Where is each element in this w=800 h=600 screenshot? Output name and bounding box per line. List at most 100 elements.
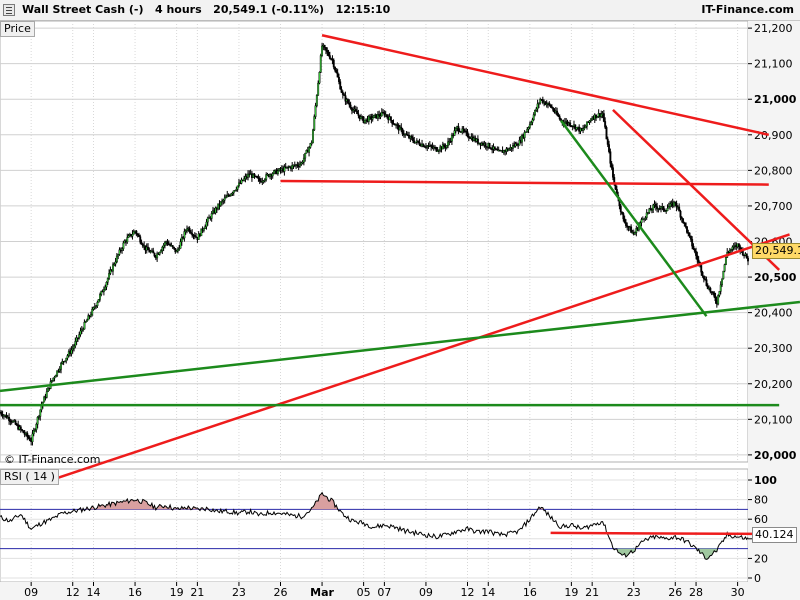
candle-up [276,170,279,175]
candle-down [466,131,469,137]
candle-up [721,278,723,286]
watermark: © IT-Finance.com [4,453,101,466]
brand-label: IT-Finance.com [701,3,794,16]
candle-up [121,248,124,251]
candle-down [8,417,11,421]
candle-down [569,122,572,126]
candle-up [535,108,538,111]
candle-down [152,250,155,254]
xtick-label: 28 [689,586,703,599]
candle-down [357,113,360,116]
candle-up [162,245,165,248]
price-ytick-label: 20,500 [754,271,797,284]
candle-up [247,173,249,178]
candle-down [449,140,452,143]
candle-up [718,291,721,296]
candle-down [334,66,336,71]
candle-up [183,231,186,239]
price-ytick-label: 21,200 [754,22,793,35]
menu-icon[interactable] [3,4,15,16]
candle-up [186,228,188,232]
candle-down [323,45,326,48]
candle-down [656,206,659,209]
candle-up [669,203,672,207]
candle-up [367,116,370,122]
candle-up [89,314,92,317]
candle-up [453,130,456,136]
candle-up [379,115,382,118]
candle-down [621,211,623,214]
candle-up [534,109,536,115]
candle-up [112,264,114,272]
candle-up [79,330,82,335]
candle-down [191,233,194,236]
y-axis-area [748,21,800,582]
candle-up [113,263,116,266]
candle-up [600,113,603,117]
candle-down [714,296,717,302]
candle-up [105,282,108,288]
candle-down [706,285,709,289]
candle-down [619,205,622,212]
candle-down [349,104,352,109]
candle-down [296,164,299,166]
red-trendline [321,34,770,137]
candle-down [476,138,479,144]
candle-down [692,245,695,250]
candle-down [14,420,17,425]
timeframe-label: 4 hours [154,3,202,16]
candle-up [645,212,648,218]
candle-up [731,246,734,250]
candle-up [304,152,307,159]
candle-down [5,414,8,419]
candle-up [640,219,643,224]
xtick-label: 30 [731,586,745,599]
candle-up [436,150,439,153]
rsi-ytick-label: 80 [754,494,768,507]
candle-down [135,230,138,235]
time-label: 12:15:10 [335,3,391,16]
candle-up [54,375,57,378]
candle-up [214,207,217,214]
xtick-label: 21 [190,586,204,599]
candle-up [309,143,312,148]
candle-down [574,124,577,130]
candle-up [312,129,314,144]
candle-up [43,396,46,403]
xtick-label: 14 [87,586,101,599]
candle-down [354,108,357,112]
candle-up [321,45,324,56]
candle-up [643,218,646,220]
candle-up [65,357,68,362]
red-trendline [612,109,781,271]
green-trendline [559,119,708,317]
candle-up [582,128,585,131]
candle-up [70,349,73,354]
candle-down [747,257,749,262]
candle-down [389,116,392,121]
candle-up [100,290,103,295]
candle-up [184,230,187,233]
candle-up [262,180,265,183]
candle-down [417,140,420,143]
candle-down [689,235,692,240]
candle-up [210,213,213,219]
candle-up [74,341,77,347]
candle-up [217,203,220,210]
candle-down [602,113,605,122]
candle-down [484,143,487,147]
candle-down [22,430,25,434]
candle-down [401,128,404,135]
candle-up [117,254,120,257]
candle-down [560,118,562,121]
candle-up [96,302,99,307]
candle-up [450,134,453,142]
candle-down [148,249,151,253]
candle-down [691,239,694,247]
candle-up [635,228,638,233]
candle-up [414,141,417,144]
candle-up [97,299,100,303]
price-ytick-label: 20,200 [754,378,793,391]
candle-up [536,103,539,110]
